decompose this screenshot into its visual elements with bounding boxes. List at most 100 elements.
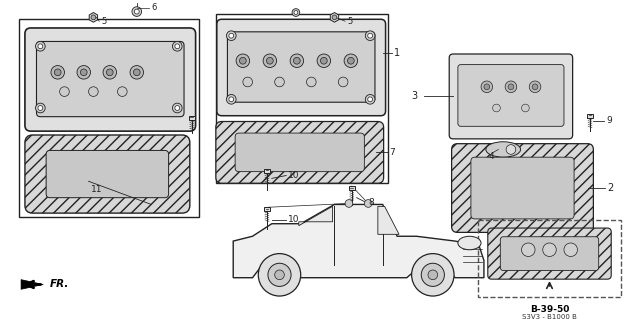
Circle shape <box>36 41 45 51</box>
Circle shape <box>227 31 236 41</box>
Circle shape <box>36 103 45 113</box>
Circle shape <box>412 254 454 296</box>
Circle shape <box>88 87 98 96</box>
Polygon shape <box>378 206 399 234</box>
Circle shape <box>132 7 141 16</box>
Text: S3V3 - B1000 B: S3V3 - B1000 B <box>522 314 577 319</box>
Text: 5: 5 <box>101 17 106 26</box>
Circle shape <box>172 103 182 113</box>
Circle shape <box>275 77 284 87</box>
Circle shape <box>506 145 516 154</box>
Circle shape <box>175 44 180 49</box>
Circle shape <box>118 87 127 96</box>
Circle shape <box>294 57 300 64</box>
Circle shape <box>236 54 250 68</box>
Text: 2: 2 <box>607 183 613 193</box>
Polygon shape <box>299 206 333 226</box>
Circle shape <box>292 9 300 16</box>
Circle shape <box>229 33 234 38</box>
Bar <box>189 116 195 120</box>
Text: 8: 8 <box>368 198 374 207</box>
Circle shape <box>484 84 490 90</box>
Circle shape <box>54 69 61 76</box>
Circle shape <box>229 97 234 102</box>
Circle shape <box>339 77 348 87</box>
Circle shape <box>522 243 535 256</box>
Bar <box>216 14 387 183</box>
Circle shape <box>268 263 291 286</box>
FancyBboxPatch shape <box>25 135 190 213</box>
Circle shape <box>332 15 337 20</box>
FancyBboxPatch shape <box>227 32 375 102</box>
FancyBboxPatch shape <box>500 237 598 271</box>
Circle shape <box>529 81 541 93</box>
Circle shape <box>493 104 500 112</box>
FancyBboxPatch shape <box>471 157 574 219</box>
Circle shape <box>365 31 375 41</box>
Circle shape <box>91 15 96 20</box>
Circle shape <box>564 243 577 256</box>
Circle shape <box>421 263 444 286</box>
Circle shape <box>543 243 556 256</box>
FancyBboxPatch shape <box>36 41 184 117</box>
Bar <box>349 186 355 190</box>
Circle shape <box>38 106 43 110</box>
Text: 5: 5 <box>347 17 352 26</box>
Circle shape <box>259 254 301 296</box>
Circle shape <box>81 69 87 76</box>
FancyBboxPatch shape <box>217 19 385 116</box>
Circle shape <box>227 94 236 104</box>
Text: 7: 7 <box>389 148 395 157</box>
Text: 11: 11 <box>90 184 102 194</box>
Circle shape <box>365 94 375 104</box>
Circle shape <box>38 44 43 49</box>
Bar <box>264 207 270 211</box>
FancyBboxPatch shape <box>46 151 168 198</box>
Circle shape <box>294 11 298 14</box>
Circle shape <box>317 54 331 68</box>
Circle shape <box>481 81 493 93</box>
Circle shape <box>290 54 303 68</box>
Circle shape <box>243 77 253 87</box>
Circle shape <box>133 69 140 76</box>
Circle shape <box>368 33 372 38</box>
Bar <box>478 220 621 297</box>
Circle shape <box>428 270 438 280</box>
Circle shape <box>532 84 538 90</box>
Circle shape <box>77 66 90 79</box>
Circle shape <box>505 81 516 93</box>
Circle shape <box>263 54 276 68</box>
FancyBboxPatch shape <box>458 65 564 126</box>
Circle shape <box>172 41 182 51</box>
Circle shape <box>345 200 353 207</box>
Bar <box>264 169 270 173</box>
Text: 4: 4 <box>489 152 494 161</box>
FancyBboxPatch shape <box>25 28 196 131</box>
Text: B-39-50: B-39-50 <box>530 305 569 314</box>
Circle shape <box>522 104 529 112</box>
Circle shape <box>368 97 372 102</box>
Text: 9: 9 <box>606 116 612 125</box>
FancyBboxPatch shape <box>216 122 383 183</box>
Text: 3: 3 <box>412 92 418 101</box>
FancyBboxPatch shape <box>452 144 593 233</box>
Bar <box>587 114 593 118</box>
Text: 1: 1 <box>394 48 401 58</box>
FancyBboxPatch shape <box>488 228 611 279</box>
Text: FR.: FR. <box>50 279 69 289</box>
Circle shape <box>275 270 284 280</box>
Circle shape <box>508 84 514 90</box>
Circle shape <box>106 69 113 76</box>
Polygon shape <box>233 204 484 278</box>
Circle shape <box>51 66 65 79</box>
Text: 6: 6 <box>151 3 157 12</box>
Circle shape <box>175 106 180 110</box>
Circle shape <box>307 77 316 87</box>
Ellipse shape <box>486 142 520 157</box>
Circle shape <box>348 57 354 64</box>
Circle shape <box>134 9 139 14</box>
FancyBboxPatch shape <box>235 133 364 172</box>
Circle shape <box>266 57 273 64</box>
Circle shape <box>344 54 358 68</box>
Circle shape <box>239 57 246 64</box>
